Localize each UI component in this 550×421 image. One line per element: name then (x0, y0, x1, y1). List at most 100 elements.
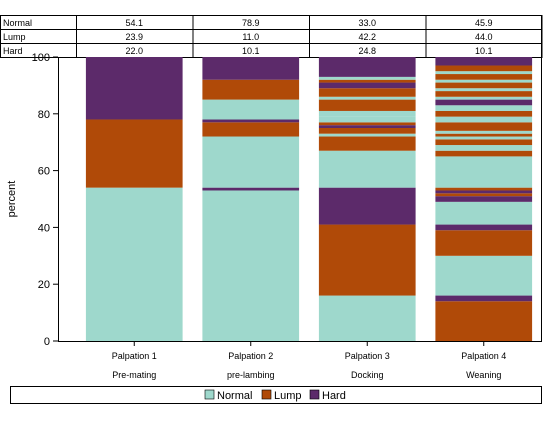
table-cell-value: 11.0 (242, 32, 259, 42)
bar-segment-normal (318, 96, 416, 100)
bar-segment-hard (435, 190, 533, 194)
x-tick-sublabel: pre-lambing (227, 370, 275, 380)
legend-label-lump: Lump (274, 390, 302, 402)
table-row-label: Lump (3, 32, 26, 42)
bar-segment-hard (318, 187, 416, 225)
bar-segment-lump (435, 133, 533, 137)
bar-segment-normal (435, 116, 533, 123)
table-row-label: Hard (3, 46, 23, 56)
table-cell-value: 23.9 (125, 32, 143, 42)
table-cell-value: 33.0 (358, 18, 376, 28)
legend-label-hard: Hard (322, 390, 346, 402)
bar-segment-lump (435, 150, 533, 157)
bar-segment-hard (202, 187, 300, 191)
bar-segment-normal (435, 130, 533, 134)
y-tick-label: 100 (32, 52, 50, 64)
y-tick-label: 60 (38, 166, 50, 178)
bar-segment-lump (435, 91, 533, 97)
x-tick-sublabel: Docking (351, 370, 384, 380)
bar-segment-hard (202, 119, 300, 123)
bar-segment-lump (85, 119, 183, 188)
bar-segment-hard (318, 57, 416, 77)
bar-segment-lump (435, 82, 533, 89)
table-cell-value: 44.0 (475, 32, 493, 42)
bar-segment-lump (435, 122, 533, 131)
bar-segment-hard (435, 295, 533, 302)
legend-swatch-lump (261, 389, 272, 400)
bar-segment-lump (435, 110, 533, 117)
bar-segment-normal (435, 105, 533, 111)
bar-segment-hard (318, 82, 416, 89)
plot-area (58, 57, 542, 342)
table-cell-value: 45.9 (475, 18, 493, 28)
bar-column (435, 57, 533, 341)
bar-segment-normal (202, 99, 300, 120)
bar-segment-lump (202, 79, 300, 100)
table-row-label: Normal (3, 18, 32, 28)
bar-segment-hard (435, 57, 533, 66)
bar-segment-normal (435, 71, 533, 75)
bar-segment-hard (202, 57, 300, 80)
y-tick-label: 0 (44, 336, 50, 348)
table-cell-value: 10.1 (242, 46, 260, 56)
bar-segment-lump (435, 65, 533, 72)
bar-segment-lump (318, 128, 416, 134)
bar-segment-normal (435, 79, 533, 83)
bar-segment-normal (435, 96, 533, 100)
table-border (0, 15, 543, 58)
table-cell-value: 24.8 (358, 46, 376, 56)
bar-segment-normal (85, 187, 183, 341)
x-tick-label: Palpation 1 (112, 351, 157, 361)
table-cell-value: 22.0 (125, 46, 143, 56)
bar-segment-lump (435, 139, 533, 146)
bar-segment-hard (435, 224, 533, 231)
bar-segment-hard (435, 196, 533, 202)
legend: Normal Lump Hard (10, 386, 542, 404)
bar-segment-normal (318, 76, 416, 80)
y-tick-label: 20 (38, 279, 50, 291)
x-tick-sublabel: Pre-mating (112, 370, 156, 380)
y-tick-label: 40 (38, 222, 50, 234)
bar-segment-hard (85, 57, 183, 120)
y-axis-label: percent (6, 181, 18, 218)
table-cell-value: 10.1 (475, 46, 493, 56)
bar-column (318, 57, 416, 341)
bar-segment-normal (435, 255, 533, 296)
legend-swatch-normal (204, 389, 215, 400)
bar-segment-normal (318, 133, 416, 137)
bar-segment-normal (202, 136, 300, 188)
bar-segment-lump (318, 99, 416, 111)
x-tick-label: Palpation 2 (228, 351, 273, 361)
legend-swatch-hard (309, 389, 320, 400)
bar-segment-lump (318, 136, 416, 151)
legend-frame (10, 386, 542, 404)
x-tick-label: Palpation 3 (345, 351, 390, 361)
bar-segment-normal (318, 150, 416, 188)
bar-segment-lump (318, 79, 416, 83)
table-cell-value: 42.2 (358, 32, 376, 42)
bar-segment-normal (318, 295, 416, 341)
bar-segment-normal (202, 190, 300, 341)
y-axis: 0 20 40 60 80 100 percent (6, 52, 58, 348)
bar-segment-normal (435, 201, 533, 225)
bar-segment-normal (435, 145, 533, 151)
bar-segment-lump (318, 88, 416, 97)
bar-segment-normal (435, 136, 533, 140)
bar-segment-normal (435, 156, 533, 188)
bar-segment-lump (318, 224, 416, 296)
legend-label-normal: Normal (217, 390, 252, 402)
y-tick-label: 80 (38, 109, 50, 121)
bar-segment-hard (318, 125, 416, 128)
bar-segment-lump (435, 193, 533, 197)
bar-segment-lump (318, 122, 416, 126)
x-axis-labels: Palpation 1 Pre-mating Palpation 2 pre-lamb… (112, 341, 506, 380)
bar-segment-normal (318, 110, 416, 117)
x-tick-label: Palpation 4 (461, 351, 506, 361)
bar-segment-lump (202, 122, 300, 137)
bar-segment-normal (318, 116, 416, 123)
summary-table: Normal 54.1 78.9 33.0 45.9 Lump 23.9 11.0 42.2 44… (0, 15, 543, 58)
bar-segment-lump (435, 230, 533, 256)
bar-column (202, 57, 300, 341)
